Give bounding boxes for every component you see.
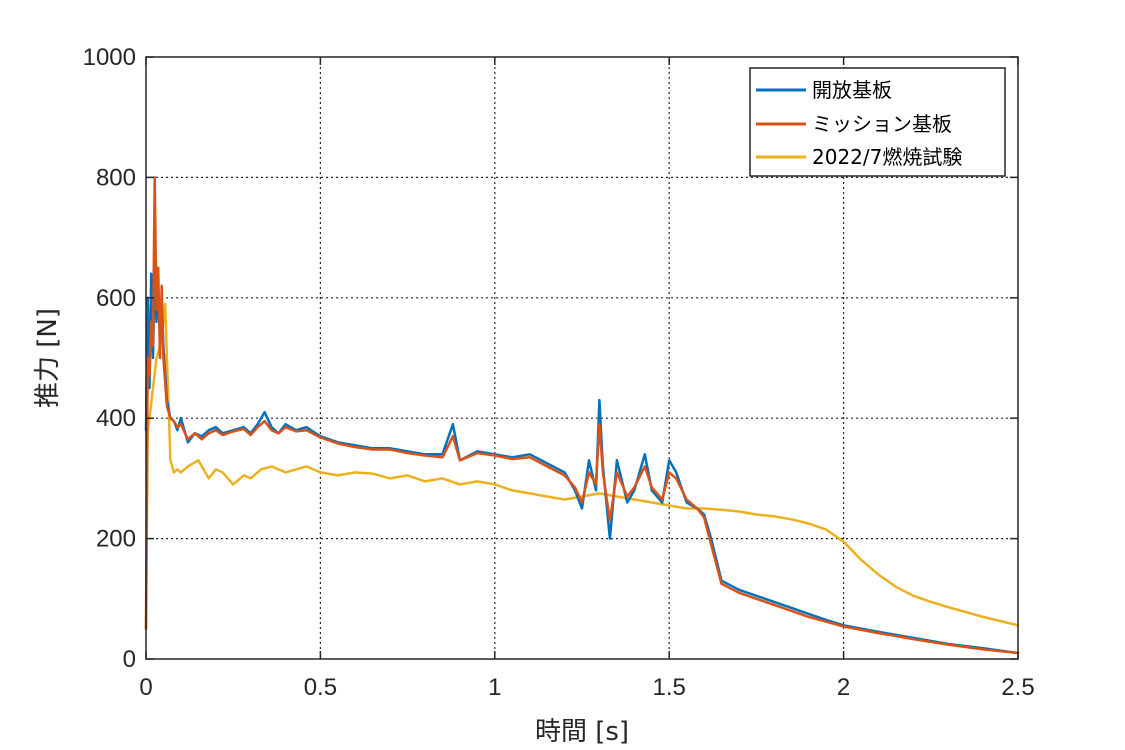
legend-label-1: ミッション基板: [812, 112, 952, 136]
series-line-1: [144, 176, 1020, 655]
y-tick-label: 0: [123, 646, 136, 673]
y-tick-label: 200: [96, 526, 136, 553]
y-tick-label: 1000: [83, 44, 136, 71]
x-tick-label: 0.5: [304, 674, 337, 701]
x-tick-label: 2.5: [1001, 674, 1034, 701]
plot-frame: [145, 56, 1019, 660]
legend: 開放基板 ミッション基板 2022/7燃焼試験: [749, 67, 1006, 177]
series-line-2: [144, 302, 1020, 631]
x-tick-labels: 0 0.5 1 1.5 2 2.5: [139, 674, 1034, 701]
y-axis-title: 推力 [N]: [33, 308, 63, 408]
y-tick-label: 400: [96, 405, 136, 432]
y-tick-label: 800: [96, 164, 136, 191]
ticks: [145, 56, 1019, 660]
y-tick-labels: 0 200 400 600 800 1000: [83, 44, 136, 673]
y-tick-label: 600: [96, 285, 136, 312]
x-tick-label: 2: [837, 674, 850, 701]
x-tick-label: 1.5: [653, 674, 686, 701]
x-tick-label: 1: [488, 674, 501, 701]
series-layer: [144, 176, 1020, 655]
x-axis-title: 時間 [s]: [535, 717, 629, 747]
x-tick-label: 0: [139, 674, 152, 701]
legend-label-2: 2022/7燃焼試験: [812, 145, 962, 169]
legend-label-0: 開放基板: [812, 78, 892, 102]
